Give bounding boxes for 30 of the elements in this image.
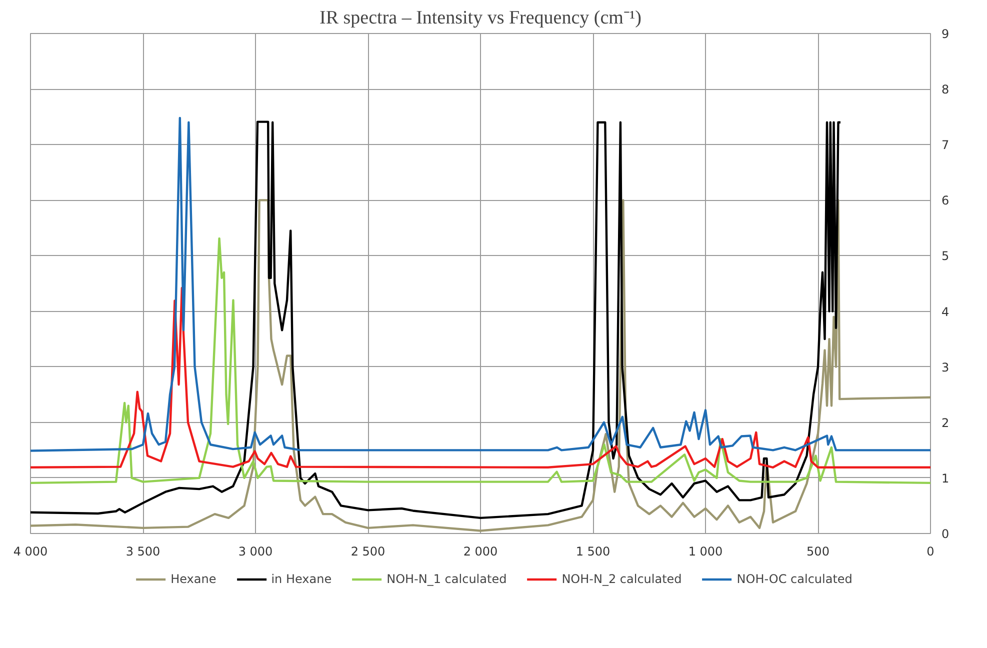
line-series: [30, 116, 930, 452]
x-tick-label: 4 000: [13, 544, 48, 558]
line-series: [30, 237, 930, 484]
line-series: [30, 120, 842, 520]
legend-label: Hexane: [170, 572, 216, 586]
y-tick-label: 8: [942, 82, 950, 97]
chart-title: IR spectra – Intensity vs Frequency (cm⁻¹): [320, 8, 642, 28]
y-tick-label: 2: [942, 416, 950, 430]
x-tick-label: 3 500: [126, 544, 160, 558]
x-tick-label: 3 000: [238, 544, 273, 558]
line-series: [30, 286, 930, 468]
x-tick-label: 1 000: [688, 544, 723, 558]
x-tick-label: 2 000: [463, 544, 498, 558]
legend-label: NOH-N_1 calculated: [386, 572, 507, 586]
line-series: [30, 199, 930, 532]
x-tick-label: 500: [806, 544, 830, 558]
y-tick-label: 7: [942, 138, 950, 152]
legend-label: in Hexane: [271, 572, 332, 586]
legend-label: NOH-OC calculated: [736, 572, 852, 586]
y-tick-label: 5: [942, 249, 950, 264]
x-tick-label: 1 500: [576, 544, 610, 558]
y-tick-label: 3: [942, 360, 950, 374]
y-tick-label: 0: [942, 527, 950, 541]
y-tick-label: 9: [942, 27, 950, 41]
y-tick-label: 1: [942, 471, 950, 486]
x-tick-label: 2 500: [350, 544, 386, 558]
y-tick-label: 4: [942, 304, 950, 319]
legend-label: NOH-N_2 calculated: [562, 572, 682, 586]
y-tick-label: 6: [942, 194, 950, 208]
x-tick-label: 0: [926, 544, 934, 558]
